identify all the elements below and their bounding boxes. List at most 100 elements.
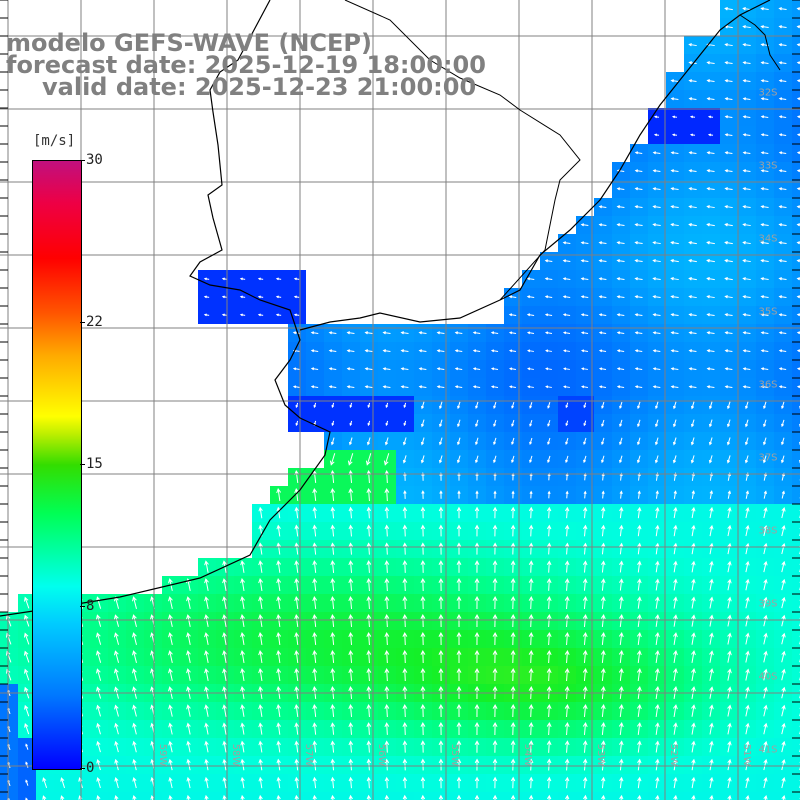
wind-arrow xyxy=(691,524,696,537)
wind-arrow xyxy=(727,758,732,771)
wind-cell xyxy=(18,792,36,800)
wind-arrow xyxy=(400,385,409,389)
wind-arrow xyxy=(616,277,625,281)
wind-arrow xyxy=(742,151,751,155)
wind-arrow xyxy=(403,490,407,499)
wind-arrow xyxy=(618,704,624,718)
wind-arrow xyxy=(95,650,102,663)
wind-arrow xyxy=(312,776,317,789)
wind-arrow xyxy=(346,367,355,371)
wind-arrow xyxy=(366,506,372,519)
wind-arrow xyxy=(652,349,661,353)
wind-arrow xyxy=(691,704,696,717)
wind-arrow xyxy=(600,578,606,591)
wind-arrow xyxy=(96,740,101,753)
wind-cell xyxy=(792,54,800,72)
wind-cell xyxy=(144,792,162,800)
wind-arrow xyxy=(222,578,227,591)
wind-cell xyxy=(792,126,800,144)
wind-arrow xyxy=(688,97,697,101)
wind-arrow xyxy=(222,632,227,645)
wind-arrow xyxy=(688,205,697,209)
wind-arrow xyxy=(312,794,317,800)
wind-arrow xyxy=(312,740,318,753)
wind-arrow xyxy=(744,419,749,428)
wind-arrow xyxy=(778,7,787,11)
wind-arrow xyxy=(312,668,318,682)
wind-arrow xyxy=(257,295,264,299)
wind-arrow xyxy=(402,542,408,555)
wind-arrow xyxy=(564,794,570,800)
wind-arrow xyxy=(203,313,210,317)
wind-arrow xyxy=(222,704,227,717)
wind-arrow xyxy=(492,631,498,646)
wind-arrow xyxy=(601,506,606,519)
colorbar-tick-mark xyxy=(80,605,85,607)
wind-arrow xyxy=(706,205,715,209)
wind-arrow xyxy=(310,367,319,371)
wind-arrow xyxy=(511,437,515,446)
wind-arrow xyxy=(618,668,624,682)
wind-arrow xyxy=(384,649,390,664)
wind-arrow xyxy=(652,169,661,173)
wind-arrow xyxy=(312,506,317,519)
wind-arrow xyxy=(204,794,209,800)
wind-arrow xyxy=(240,794,245,800)
wind-cell xyxy=(792,702,800,720)
wind-arrow xyxy=(616,259,625,263)
wind-arrow xyxy=(42,777,48,789)
wind-arrow xyxy=(276,776,281,789)
wind-arrow xyxy=(168,650,173,663)
wind-arrow xyxy=(691,668,696,681)
wind-arrow xyxy=(436,349,445,353)
wind-arrow xyxy=(493,455,497,464)
wind-arrow xyxy=(204,632,209,645)
wind-arrow xyxy=(652,205,661,209)
wind-arrow xyxy=(384,740,390,753)
wind-arrow xyxy=(760,115,769,119)
wind-arrow xyxy=(436,367,445,371)
wind-arrow xyxy=(276,578,282,592)
wind-arrow xyxy=(616,205,625,209)
wind-arrow xyxy=(438,506,444,519)
wind-arrow xyxy=(475,419,479,428)
wind-arrow xyxy=(474,649,480,664)
wind-arrow xyxy=(384,722,390,735)
wind-arrow xyxy=(724,241,733,245)
wind-arrow xyxy=(672,668,678,682)
wind-arrow xyxy=(688,313,697,317)
wind-arrow xyxy=(670,187,679,191)
wind-arrow xyxy=(330,560,336,573)
wind-vector-field xyxy=(5,7,800,800)
wind-arrow xyxy=(420,419,425,428)
wind-arrow xyxy=(670,385,679,389)
wind-arrow xyxy=(796,115,800,119)
wind-arrow xyxy=(293,313,300,317)
wind-arrow xyxy=(384,524,390,537)
wind-arrow xyxy=(546,721,552,736)
wind-arrow xyxy=(763,560,768,573)
wind-arrow xyxy=(673,401,677,410)
wind-arrow xyxy=(778,25,787,29)
wind-arrow xyxy=(636,614,642,627)
wind-arrow xyxy=(655,578,660,591)
wind-arrow xyxy=(652,223,661,227)
wind-arrow xyxy=(275,277,282,281)
wind-arrow xyxy=(724,151,733,155)
wind-arrow xyxy=(763,614,768,627)
wind-arrow xyxy=(670,241,679,245)
wind-arrow xyxy=(402,776,408,789)
wind-arrow xyxy=(598,331,607,335)
wind-arrow xyxy=(239,313,246,317)
wind-arrow xyxy=(275,295,282,299)
wind-arrow xyxy=(742,331,751,335)
wind-cell xyxy=(792,144,800,162)
wind-arrow xyxy=(366,487,372,502)
longitude-label: 57W xyxy=(303,744,314,767)
wind-arrow xyxy=(527,367,534,371)
wind-arrow xyxy=(780,455,785,464)
wind-arrow xyxy=(528,740,534,753)
wind-arrow xyxy=(691,578,696,591)
wind-arrow xyxy=(114,722,119,735)
wind-arrow xyxy=(204,704,209,717)
